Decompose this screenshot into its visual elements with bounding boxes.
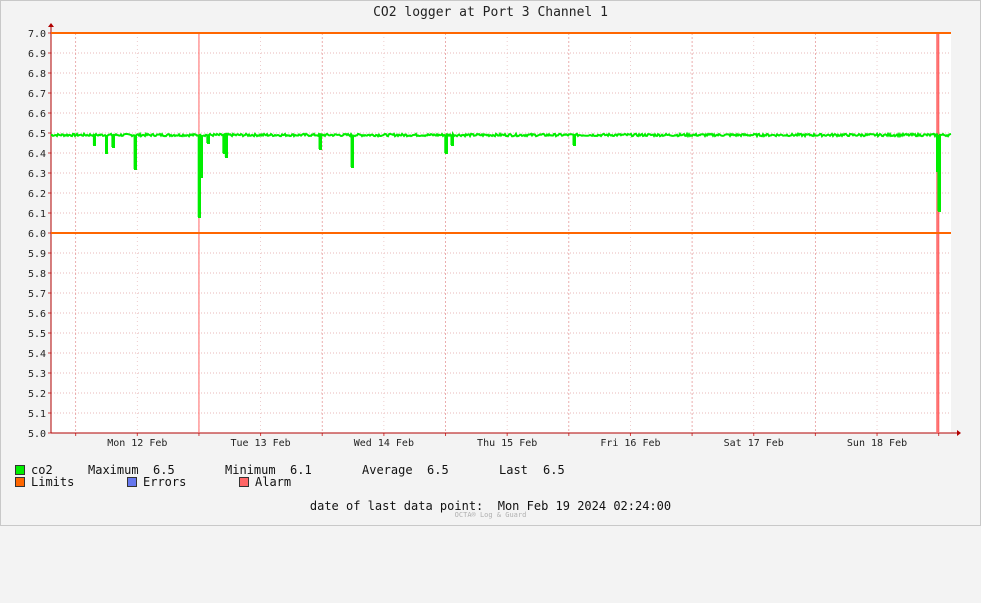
chart-title: CO2 logger at Port 3 Channel 1 [373,5,608,20]
y-tick-label: 5.3 [28,369,46,380]
y-tick-label: 5.2 [28,389,46,400]
legend-limits-swatch [15,477,25,487]
legend-errors-label: Errors [143,475,187,489]
legend-alarm-swatch [239,477,249,487]
x-tick-label: Tue 13 Feb [230,438,290,449]
y-tick-label: 5.7 [28,289,46,300]
y-tick-label: 5.9 [28,249,46,260]
legend-minimum-value: 6.1 [290,463,312,477]
last-data-point: date of last data point: Mon Feb 19 2024… [0,499,981,513]
legend-errors-swatch [127,477,137,487]
legend-row-markers: Limits Errors Alarm [15,475,291,489]
y-tick-label: 6.3 [28,169,46,180]
last-data-point-value: Mon Feb 19 2024 02:24:00 [497,499,672,513]
legend-limits-label: Limits [31,475,75,489]
y-tick-label: 6.5 [28,129,46,140]
last-data-point-label: date of last data point: [309,499,484,513]
legend-row-co2: co2 Maximum 6.5 Minimum 6.1 Average 6.5 … [15,463,565,477]
y-axis-arrow [48,23,54,27]
legend-last-label: Last [499,463,528,477]
y-tick-label: 6.6 [28,109,46,120]
x-tick-label: Thu 15 Feb [477,438,537,449]
legend-maximum-label: Maximum [88,463,139,477]
legend-co2: co2 [15,463,53,477]
y-tick-label: 5.0 [28,429,46,440]
y-tick-label: 5.1 [28,409,46,420]
legend-alarm-label: Alarm [255,475,292,489]
co2-chart: 5.0 5.1 5.2 5.3 5.4 5.5 5.6 5.7 5.8 5.9 6.0 6.1 6.2 6… [28,23,961,449]
y-tick-label: 7.0 [28,29,46,40]
footer-brand: OCTA® Log & Guard [454,511,527,519]
legend-average-label: Average [362,463,413,477]
legend-errors: Errors [127,475,186,489]
x-tick-label: Sun 18 Feb [847,438,907,449]
y-tick-label: 6.8 [28,69,46,80]
y-tick-label: 5.4 [28,349,46,360]
legend-co2-swatch [15,465,25,475]
y-tick-label: 5.8 [28,269,46,280]
legend-last-value: 6.5 [543,463,565,477]
x-tick-label: Fri 16 Feb [600,438,660,449]
y-tick-label: 6.0 [28,229,46,240]
y-tick-label: 5.6 [28,309,46,320]
legend-limits: Limits [15,475,74,489]
x-tick-label: Wed 14 Feb [354,438,414,449]
x-tick-label: Sat 17 Feb [724,438,784,449]
legend-maximum-value: 6.5 [153,463,175,477]
y-tick-label: 6.2 [28,189,46,200]
y-tick-label: 5.5 [28,329,46,340]
legend-average-value: 6.5 [427,463,449,477]
x-tick-label: Mon 12 Feb [107,438,167,449]
y-tick-label: 6.4 [28,149,46,160]
x-axis-arrow [957,430,961,436]
legend-alarm: Alarm [239,475,291,489]
y-tick-label: 6.9 [28,49,46,60]
legend-minimum-label: Minimum [225,463,276,477]
y-tick-label: 6.7 [28,89,46,100]
legend-co2-label: co2 [31,463,53,477]
y-tick-label: 6.1 [28,209,46,220]
